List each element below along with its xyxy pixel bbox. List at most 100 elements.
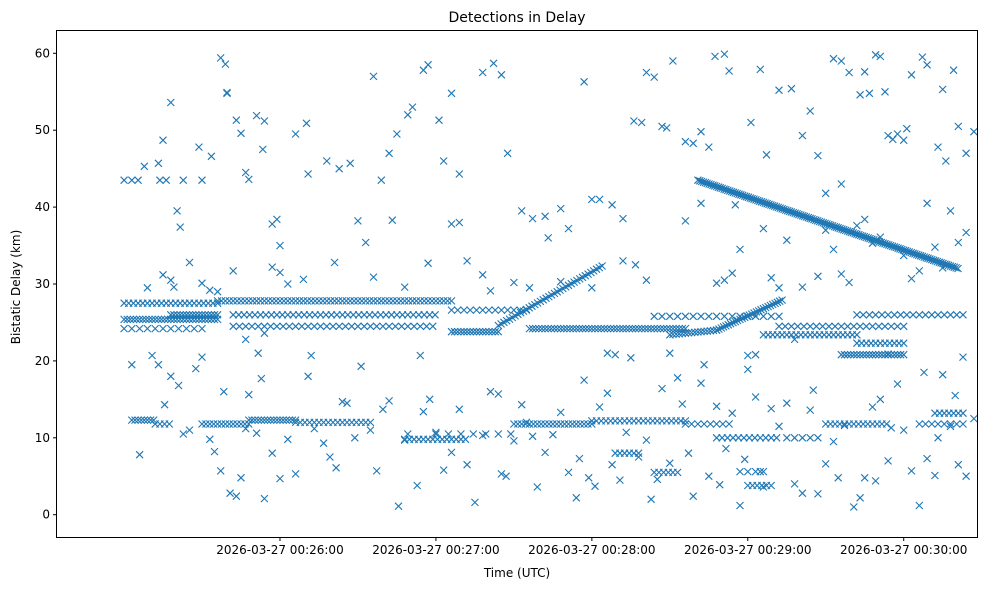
data-point (798, 283, 807, 291)
data-point (853, 221, 861, 230)
data-point (148, 351, 156, 360)
data-point (584, 324, 593, 333)
data-point (332, 463, 340, 472)
data-point (361, 238, 370, 247)
data-point (781, 322, 790, 331)
data-point (921, 420, 930, 428)
data-point (715, 325, 723, 333)
data-point (733, 316, 742, 325)
data-point (307, 297, 316, 305)
data-point (157, 315, 166, 324)
data-point (856, 322, 864, 331)
data-point (241, 168, 250, 177)
data-point (455, 218, 464, 227)
data-point (403, 322, 412, 331)
data-point (266, 416, 275, 424)
data-point (221, 297, 230, 305)
data-point (843, 350, 852, 359)
data-point (641, 324, 649, 333)
data-point (541, 420, 549, 428)
data-point (273, 322, 281, 331)
data-point (182, 324, 191, 333)
data-point (525, 324, 534, 333)
data-point (305, 310, 314, 319)
data-point (743, 351, 752, 360)
data-point (934, 143, 942, 151)
data-point (453, 306, 462, 314)
data-point (268, 297, 277, 305)
data-point (185, 258, 194, 267)
data-point (419, 407, 428, 416)
data-point (750, 433, 759, 442)
data-point (594, 324, 602, 333)
data-point (316, 322, 325, 331)
data-point (887, 322, 896, 331)
data-point (163, 315, 172, 324)
data-point (303, 297, 312, 305)
data-point (129, 315, 138, 324)
data-point (690, 328, 699, 337)
data-point (472, 327, 481, 336)
data-point (127, 360, 136, 369)
data-point (580, 77, 588, 86)
data-point (884, 131, 892, 140)
data-point (497, 306, 506, 314)
data-point (460, 306, 468, 314)
data-point (611, 350, 620, 359)
data-point (934, 433, 942, 442)
data-point (478, 431, 487, 440)
data-point (712, 279, 721, 288)
data-point (416, 322, 425, 331)
data-point (893, 380, 902, 388)
data-point (435, 297, 444, 305)
data-point (575, 324, 584, 333)
data-point (447, 327, 456, 336)
data-point (837, 180, 846, 188)
data-point (134, 416, 142, 424)
data-point (759, 304, 768, 313)
data-point (734, 433, 743, 442)
data-point (354, 322, 362, 331)
data-point (931, 471, 939, 480)
data-point (295, 297, 304, 305)
data-point (302, 119, 311, 128)
data-point (159, 136, 167, 145)
data-point (564, 224, 573, 233)
data-point (544, 324, 553, 333)
data-point (304, 322, 312, 331)
data-point (350, 297, 358, 305)
data-point (207, 152, 216, 161)
data-point (472, 306, 481, 314)
data-point (642, 276, 651, 285)
data-point (644, 324, 652, 333)
data-point (291, 322, 300, 331)
data-point (622, 428, 631, 437)
data-point (637, 118, 646, 127)
data-point (210, 310, 219, 319)
data-point (201, 310, 209, 319)
data-point (952, 310, 961, 319)
data-point (724, 320, 733, 329)
data-point (575, 454, 584, 463)
data-point (235, 322, 244, 331)
data-point (342, 297, 351, 305)
data-point (747, 310, 756, 318)
data-point (528, 432, 537, 441)
data-point (510, 278, 518, 287)
data-point (346, 159, 355, 168)
data-point (299, 297, 308, 305)
data-point (503, 306, 512, 314)
data-point (603, 324, 612, 333)
data-point (578, 324, 587, 333)
x-tick-label: 2026-03-27 00:29:00 (684, 543, 811, 557)
data-point (388, 216, 397, 225)
data-point (289, 310, 298, 319)
data-point (767, 273, 776, 282)
data-point (371, 310, 379, 319)
data-point (397, 322, 406, 331)
data-point (471, 498, 479, 507)
data-point (591, 482, 599, 491)
data-point (541, 448, 549, 457)
data-point (849, 503, 858, 511)
